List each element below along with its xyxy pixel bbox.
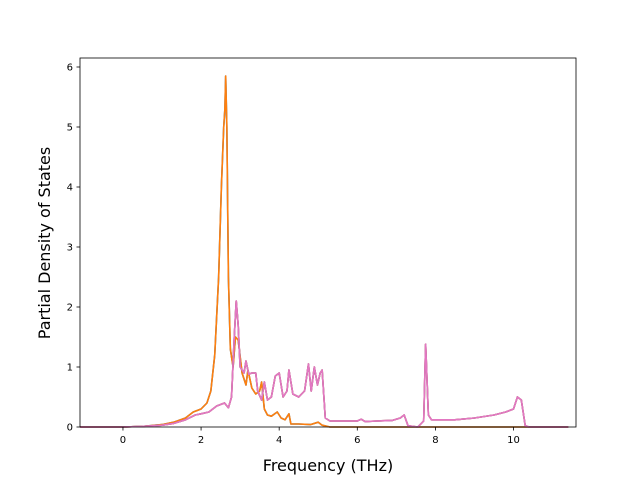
y-tick-label: 2	[67, 303, 73, 314]
x-axis-label: Frequency (THz)	[263, 456, 393, 475]
x-tick-label: 8	[432, 435, 438, 446]
y-tick-label: 6	[67, 63, 73, 74]
x-tick-label: 2	[198, 435, 204, 446]
x-tick-label: 10	[507, 435, 520, 446]
x-tick-label: 6	[354, 435, 360, 446]
y-tick-label: 1	[67, 363, 73, 374]
series-line-2	[80, 75, 569, 428]
y-axis: 0 1 2 3 4 5 6	[67, 63, 80, 434]
x-tick-label: 0	[120, 435, 126, 446]
plot-frame	[79, 57, 577, 428]
series-layer	[80, 75, 569, 428]
y-tick-label: 0	[67, 423, 73, 434]
series-line-5	[80, 300, 569, 428]
y-tick-label: 4	[67, 183, 73, 194]
y-tick-label: 5	[67, 123, 73, 134]
y-axis-label: Partial Density of States	[35, 147, 54, 339]
y-tick-label: 3	[67, 243, 73, 254]
x-tick-label: 4	[276, 435, 282, 446]
x-axis: 0 2 4 6 8 10	[120, 427, 520, 446]
